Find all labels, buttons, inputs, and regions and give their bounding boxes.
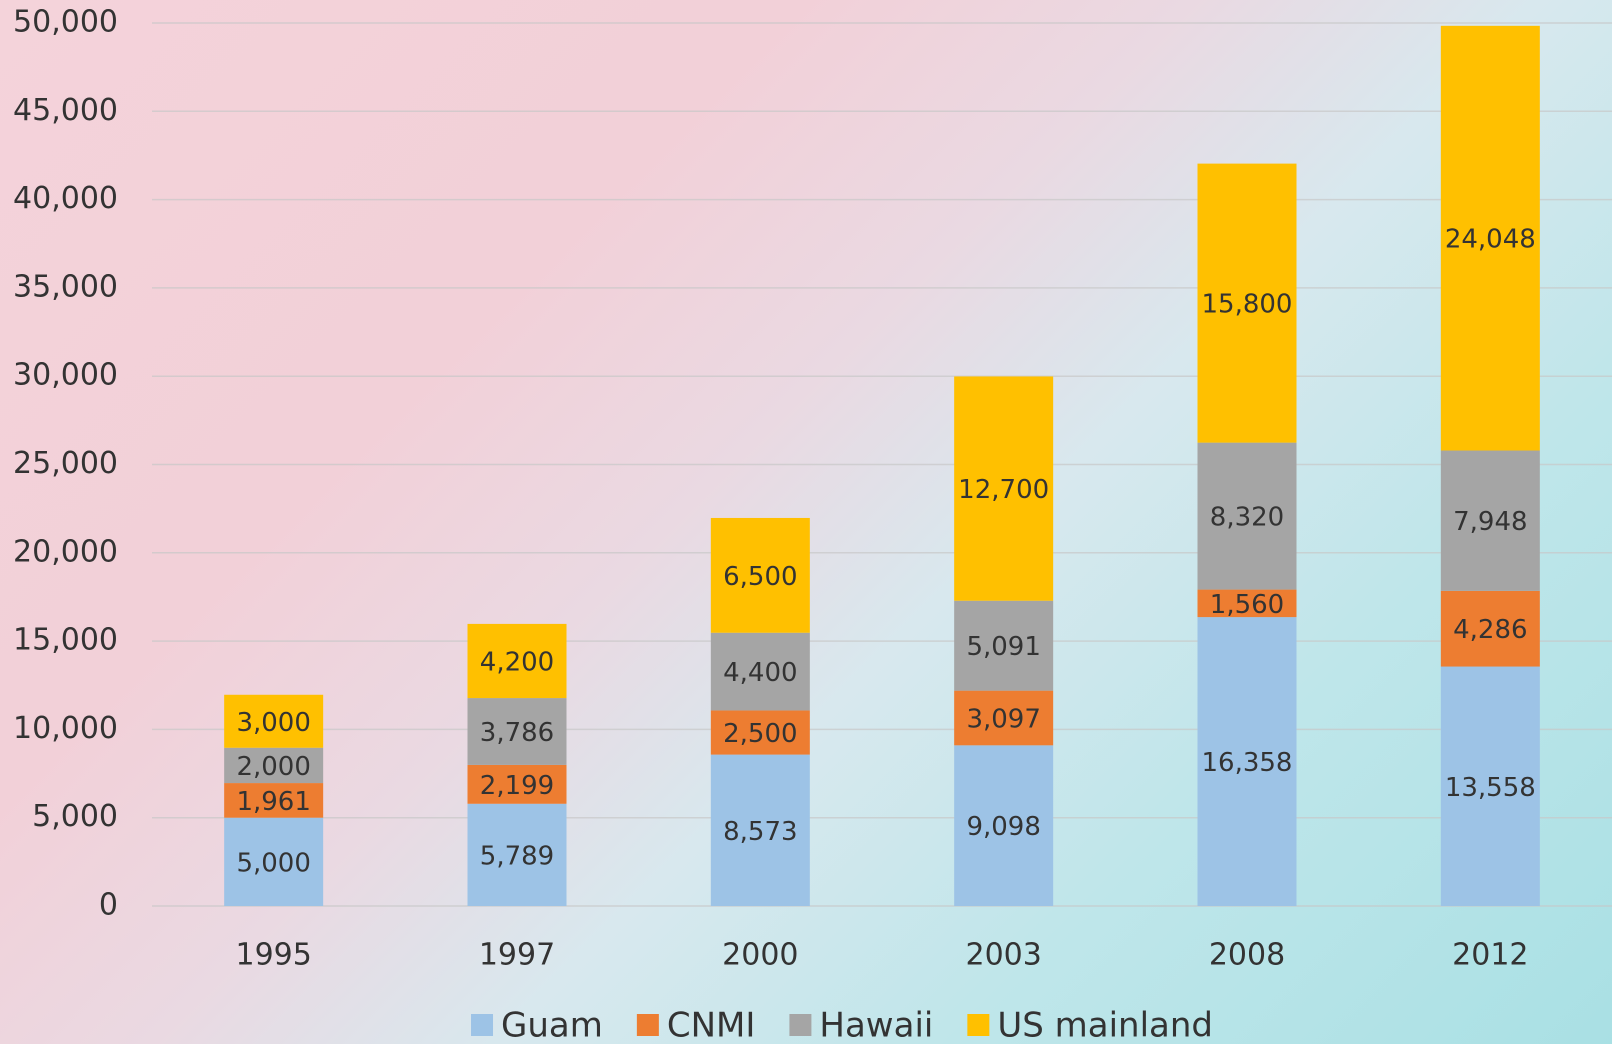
y-tick-label: 15,000: [13, 623, 118, 658]
legend-swatch: [637, 1014, 659, 1036]
y-tick-label: 40,000: [13, 181, 118, 216]
data-label: 5,000: [236, 848, 310, 878]
legend-label: CNMI: [667, 1006, 756, 1044]
legend-label: Guam: [501, 1006, 603, 1044]
y-tick-label: 10,000: [13, 711, 118, 746]
y-tick-label: 50,000: [13, 5, 118, 40]
legend-label: US mainland: [997, 1006, 1213, 1044]
legend-label: Hawaii: [819, 1006, 933, 1044]
data-label: 6,500: [723, 562, 797, 592]
x-tick-label: 2000: [722, 938, 798, 973]
data-label: 1,961: [236, 787, 310, 817]
data-label: 3,000: [236, 708, 310, 738]
x-tick-label: 1995: [235, 938, 311, 973]
y-tick-label: 5,000: [32, 799, 118, 834]
data-label: 2,199: [480, 771, 554, 801]
data-label: 8,573: [723, 817, 797, 847]
data-label: 4,400: [723, 658, 797, 688]
data-label: 15,800: [1202, 290, 1293, 320]
x-tick-label: 2003: [965, 938, 1041, 973]
data-label: 3,786: [480, 718, 554, 748]
legend-swatch: [471, 1014, 493, 1036]
data-label: 16,358: [1202, 748, 1293, 778]
y-tick-label: 45,000: [13, 93, 118, 128]
y-tick-label: 20,000: [13, 534, 118, 569]
data-label: 3,097: [966, 704, 1040, 734]
legend-swatch: [789, 1014, 811, 1036]
data-label: 9,098: [966, 812, 1040, 842]
data-label: 5,091: [966, 632, 1040, 662]
data-label: 2,500: [723, 719, 797, 749]
y-tick-label: 30,000: [13, 358, 118, 393]
x-tick-label: 2012: [1452, 938, 1528, 973]
data-label: 12,700: [958, 475, 1049, 505]
data-label: 4,200: [480, 647, 554, 677]
y-tick-label: 25,000: [13, 446, 118, 481]
y-tick-label: 0: [99, 888, 118, 923]
data-label: 2,000: [236, 752, 310, 782]
data-label: 24,048: [1445, 225, 1536, 255]
data-label: 13,558: [1445, 773, 1536, 803]
data-label: 7,948: [1453, 507, 1527, 537]
y-tick-label: 35,000: [13, 269, 118, 304]
legend-swatch: [967, 1014, 989, 1036]
page: 0 5,000 10,000 15,000 20,000 25,000 30,000 35,0…: [0, 0, 1612, 1044]
data-label: 8,320: [1210, 503, 1284, 533]
x-tick-label: 1997: [479, 938, 555, 973]
data-label: 4,286: [1453, 615, 1527, 645]
x-tick-label: 2008: [1209, 938, 1285, 973]
data-label: 5,789: [480, 841, 554, 871]
data-label: 1,560: [1210, 590, 1284, 620]
chart: 0 5,000 10,000 15,000 20,000 25,000 30,000 35,0…: [0, 0, 1612, 1044]
